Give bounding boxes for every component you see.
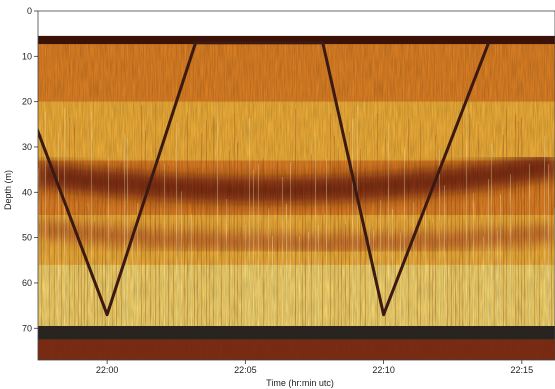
x-axis: 22:00 22:05 22:10 22:15 [96,360,533,375]
profiler-track-line [38,41,491,317]
x-tick-label: 22:05 [234,365,257,375]
y-axis-label: Depth (m) [3,170,13,210]
x-tick-label: 22:15 [511,365,534,375]
y-tick-label: 70 [22,323,32,333]
y-tick-label: 50 [22,233,32,243]
x-tick-label: 22:00 [96,365,119,375]
y-tick-label: 60 [22,278,32,288]
x-axis-label: Time (hr:min utc) [266,378,334,388]
bottom-band [38,326,555,340]
x-tick-label: 22:10 [372,365,395,375]
y-tick-label: 30 [22,142,32,152]
y-tick-label: 0 [27,6,32,16]
below-bottom-band [38,339,555,360]
surface-bottom-bands [38,11,555,360]
y-tick-label: 40 [22,187,32,197]
y-tick-label: 20 [22,97,32,107]
y-tick-label: 10 [22,51,32,61]
surface-band [38,35,555,45]
y-axis: 0 10 20 30 40 50 60 70 [22,6,38,333]
noise-overlay [38,11,555,360]
above-surface-blank [38,11,555,36]
plot-area [38,11,555,360]
plot-frame [37,10,555,361]
